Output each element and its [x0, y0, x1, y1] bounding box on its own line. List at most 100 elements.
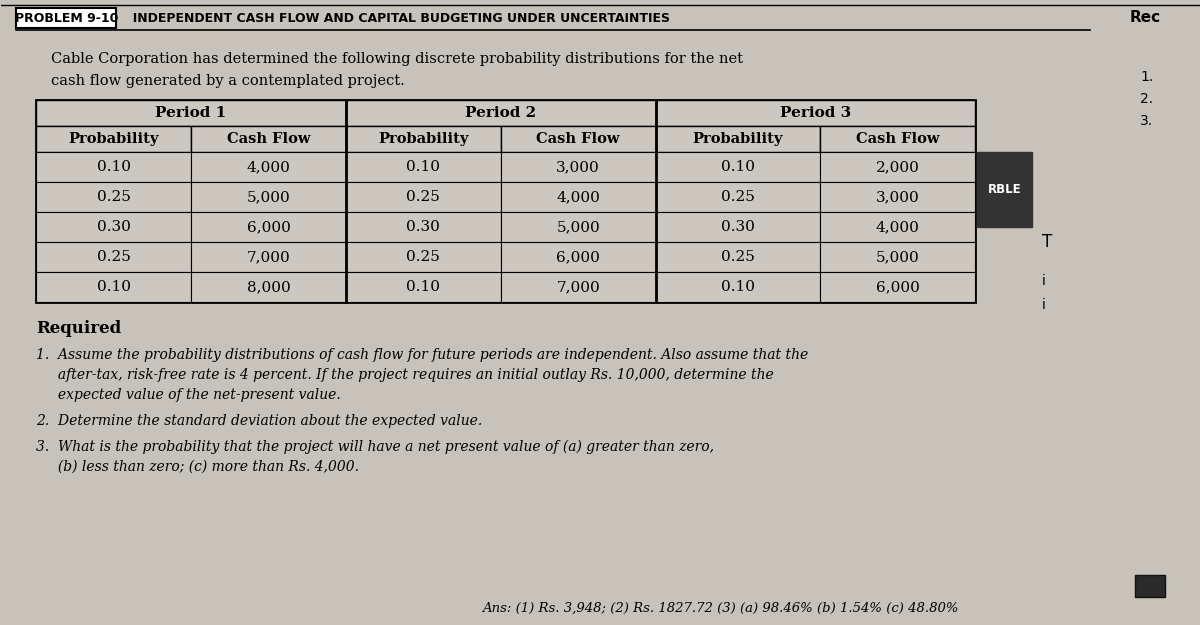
Text: 0.10: 0.10	[407, 160, 440, 174]
Text: Period 3: Period 3	[780, 106, 851, 120]
Bar	[346, 126, 500, 152]
Text: Required: Required	[36, 320, 121, 337]
Bar	[36, 152, 191, 182]
Bar	[36, 126, 191, 152]
Bar	[346, 182, 500, 212]
Text: 0.30: 0.30	[721, 220, 755, 234]
Text: 0.25: 0.25	[721, 250, 755, 264]
Text: 0.10: 0.10	[721, 280, 755, 294]
Text: 6,000: 6,000	[246, 220, 290, 234]
Text: (b) less than zero; (c) more than Rs. 4,000.: (b) less than zero; (c) more than Rs. 4,…	[36, 460, 359, 474]
Bar	[36, 272, 191, 302]
Bar	[821, 272, 976, 302]
Text: 0.10: 0.10	[97, 160, 131, 174]
Text: Probability: Probability	[378, 132, 468, 146]
Text: Probability: Probability	[68, 132, 158, 146]
Text: 0.25: 0.25	[721, 190, 755, 204]
Text: Rec: Rec	[1130, 11, 1162, 26]
Text: 6,000: 6,000	[876, 280, 919, 294]
Text: 2.: 2.	[1140, 92, 1153, 106]
Bar	[191, 152, 346, 182]
Bar	[36, 100, 976, 302]
Bar	[655, 272, 821, 302]
Text: 0.30: 0.30	[407, 220, 440, 234]
Text: 5,000: 5,000	[876, 250, 919, 264]
Text: 4,000: 4,000	[557, 190, 600, 204]
Text: 3.: 3.	[1140, 114, 1153, 128]
Text: expected value of the net-present value.: expected value of the net-present value.	[36, 388, 341, 402]
Text: Cash Flow: Cash Flow	[536, 132, 620, 146]
Bar	[191, 272, 346, 302]
Bar	[1135, 575, 1165, 597]
Text: Cable Corporation has determined the following discrete probability distribution: Cable Corporation has determined the fol…	[52, 52, 743, 66]
Text: 0.25: 0.25	[97, 250, 131, 264]
Bar	[346, 100, 655, 126]
Bar	[36, 212, 191, 242]
Text: 1.  Assume the probability distributions of cash flow for future periods are ind: 1. Assume the probability distributions …	[36, 348, 809, 362]
Bar	[500, 272, 655, 302]
Text: T: T	[1042, 233, 1052, 251]
Text: Period 2: Period 2	[466, 106, 536, 120]
Text: 0.10: 0.10	[407, 280, 440, 294]
Text: 4,000: 4,000	[876, 220, 919, 234]
Bar	[655, 242, 821, 272]
Text: Cash Flow: Cash Flow	[856, 132, 940, 146]
Text: 2,000: 2,000	[876, 160, 919, 174]
Text: 0.10: 0.10	[97, 280, 131, 294]
Text: 1.: 1.	[1140, 70, 1153, 84]
Text: Ans: (1) Rs. 3,948; (2) Rs. 1827.72 (3) (a) 98.46% (b) 1.54% (c) 48.80%: Ans: (1) Rs. 3,948; (2) Rs. 1827.72 (3) …	[482, 602, 959, 615]
Text: INDEPENDENT CASH FLOW AND CAPITAL BUDGETING UNDER UNCERTAINTIES: INDEPENDENT CASH FLOW AND CAPITAL BUDGET…	[124, 11, 670, 24]
Text: 5,000: 5,000	[557, 220, 600, 234]
Bar	[500, 182, 655, 212]
Text: 3,000: 3,000	[557, 160, 600, 174]
Text: 2.  Determine the standard deviation about the expected value.: 2. Determine the standard deviation abou…	[36, 414, 482, 428]
Bar	[821, 182, 976, 212]
Bar	[346, 272, 500, 302]
Bar	[821, 152, 976, 182]
Text: cash flow generated by a contemplated project.: cash flow generated by a contemplated pr…	[52, 74, 406, 88]
Bar	[191, 182, 346, 212]
Bar	[500, 126, 655, 152]
Text: 3,000: 3,000	[876, 190, 919, 204]
Text: 0.30: 0.30	[97, 220, 131, 234]
Bar	[191, 126, 346, 152]
Text: i: i	[1042, 274, 1046, 288]
Bar	[36, 242, 191, 272]
Bar	[17, 8, 116, 28]
Text: 7,000: 7,000	[557, 280, 600, 294]
Bar	[36, 182, 191, 212]
Bar	[821, 242, 976, 272]
Bar	[655, 100, 976, 126]
Bar	[500, 152, 655, 182]
Bar	[346, 152, 500, 182]
Bar	[346, 212, 500, 242]
Text: Cash Flow: Cash Flow	[227, 132, 311, 146]
Text: 0.25: 0.25	[407, 250, 440, 264]
Bar	[36, 100, 346, 126]
Bar	[977, 152, 1032, 227]
Text: 0.10: 0.10	[721, 160, 755, 174]
Text: RBLE: RBLE	[988, 183, 1021, 196]
Bar	[500, 212, 655, 242]
Bar	[821, 212, 976, 242]
Text: 6,000: 6,000	[557, 250, 600, 264]
Text: 7,000: 7,000	[247, 250, 290, 264]
Text: 0.25: 0.25	[97, 190, 131, 204]
Text: 8,000: 8,000	[247, 280, 290, 294]
Text: after-tax, risk-free rate is 4 percent. If the project requires an initial outla: after-tax, risk-free rate is 4 percent. …	[36, 368, 774, 382]
Bar	[655, 126, 821, 152]
Text: Period 1: Period 1	[156, 106, 227, 120]
Bar	[655, 152, 821, 182]
Text: PROBLEM 9-10: PROBLEM 9-10	[14, 11, 118, 24]
Text: i: i	[1042, 298, 1046, 312]
Bar	[346, 242, 500, 272]
Bar	[655, 212, 821, 242]
Text: 0.25: 0.25	[407, 190, 440, 204]
Text: 5,000: 5,000	[247, 190, 290, 204]
Text: 4,000: 4,000	[246, 160, 290, 174]
Bar	[191, 242, 346, 272]
Bar	[500, 242, 655, 272]
Text: 3.  What is the probability that the project will have a net present value of (a: 3. What is the probability that the proj…	[36, 440, 714, 454]
Bar	[191, 212, 346, 242]
Text: Probability: Probability	[692, 132, 784, 146]
